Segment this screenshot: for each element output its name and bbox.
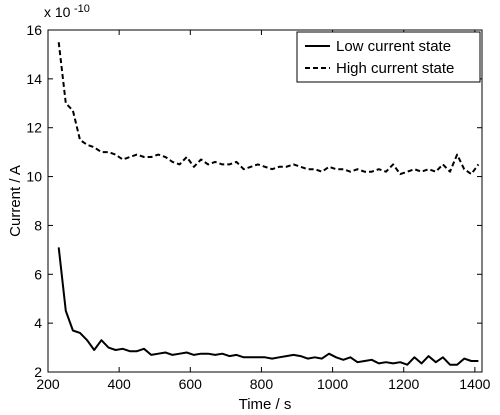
y-tick-label: 8: [34, 217, 42, 233]
x-tick-label: 1000: [317, 376, 348, 392]
x-tick-label: 1200: [388, 376, 419, 392]
y-scale-exponent: -10: [74, 3, 90, 15]
series-layer: [57, 42, 480, 366]
y-axis-title: Current / A: [7, 165, 24, 237]
y-tick-label: 12: [26, 120, 42, 136]
legend: Low current state High current state: [296, 31, 481, 83]
plot-frame: [47, 29, 483, 373]
y-tick-label: 14: [26, 71, 42, 87]
x-tick-label: 400: [107, 376, 131, 392]
y-tick-label: 6: [34, 266, 42, 282]
x-tick-label: 200: [36, 376, 60, 392]
x-tick-label: 800: [250, 376, 274, 392]
tick-layer: 200 400 600 800 1000 1200 1400 2 4 6 8 10 12 14 16: [26, 22, 490, 392]
y-tick-label: 16: [26, 22, 42, 38]
y-tick-label: 4: [34, 315, 42, 331]
legend-label-low-current: Low current state: [336, 38, 451, 55]
y-tick-label: 2: [34, 364, 42, 380]
plot-area-background: [48, 30, 482, 372]
x-tick-label: 600: [179, 376, 203, 392]
y-tick-label: 10: [26, 169, 42, 185]
legend-label-high-current: High current state: [336, 60, 454, 77]
y-scale-multiplier: x 10: [44, 4, 71, 20]
legend-box: [296, 31, 481, 83]
series-line-high-current: [57, 42, 480, 176]
x-axis-title: Time / s: [239, 396, 292, 413]
x-tick-label: 1400: [459, 376, 490, 392]
series-line-low-current: [57, 247, 479, 366]
